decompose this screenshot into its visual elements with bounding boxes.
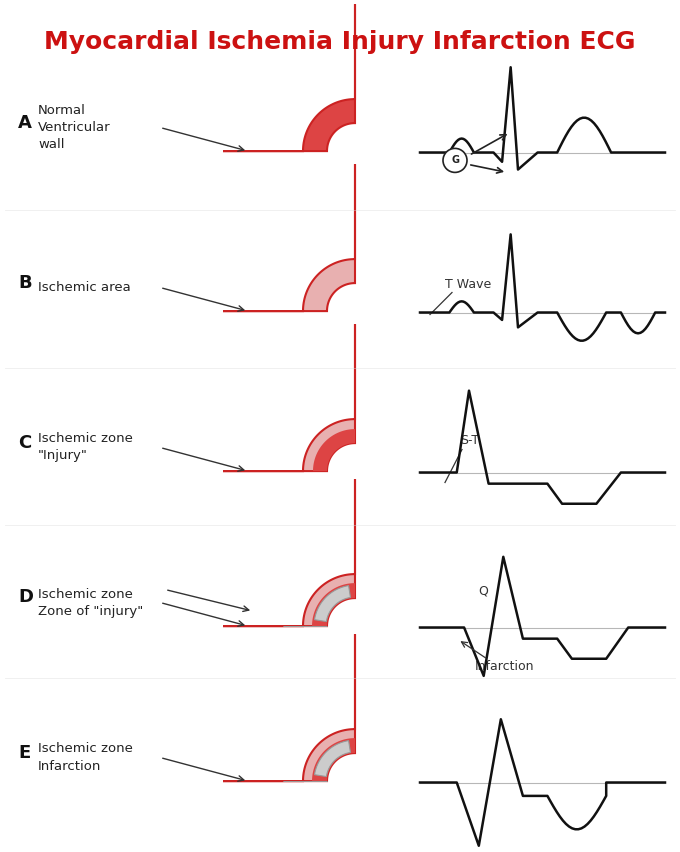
Text: G: G	[451, 155, 459, 165]
Polygon shape	[223, 164, 355, 311]
Text: S-T: S-T	[460, 435, 479, 447]
Circle shape	[443, 148, 467, 172]
Text: Normal
Ventricular
wall: Normal Ventricular wall	[38, 104, 111, 151]
Polygon shape	[315, 585, 350, 622]
Text: Ischemic zone
"Injury": Ischemic zone "Injury"	[38, 433, 133, 463]
Text: Ischemic zone
Infarction: Ischemic zone Infarction	[38, 742, 133, 773]
Text: C: C	[18, 434, 31, 452]
Text: B: B	[18, 273, 32, 291]
Text: A: A	[18, 113, 32, 131]
Polygon shape	[223, 634, 355, 781]
Polygon shape	[315, 740, 350, 776]
Text: Q: Q	[478, 584, 488, 597]
Text: Ischemic zone
Zone of "injury": Ischemic zone Zone of "injury"	[38, 588, 143, 618]
Text: Ischemic area: Ischemic area	[38, 281, 131, 294]
Polygon shape	[233, 334, 355, 471]
Polygon shape	[223, 479, 355, 626]
Polygon shape	[223, 324, 355, 471]
Polygon shape	[223, 4, 355, 151]
Text: E: E	[18, 744, 30, 762]
Polygon shape	[232, 488, 355, 626]
Polygon shape	[232, 643, 355, 781]
Text: D: D	[18, 589, 33, 607]
Text: T Wave: T Wave	[445, 278, 491, 291]
Text: Infarction: Infarction	[475, 659, 534, 672]
Text: Myocardial Ischemia Injury Infarction ECG: Myocardial Ischemia Injury Infarction EC…	[44, 30, 636, 54]
